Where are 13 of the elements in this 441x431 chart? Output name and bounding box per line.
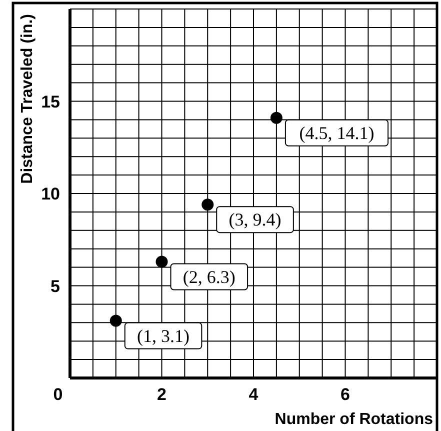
x-tick-label: 2 [157,385,166,404]
y-tick-label: 10 [41,184,60,204]
x-tick-label: 4 [248,385,259,404]
y-axis-title: Distance Traveled (in.) [19,14,36,184]
annotation: (4.5, 14.1) [299,122,374,143]
y-tick-label: 5 [50,276,60,296]
x-axis-title: Number of Rotations [274,411,434,428]
annotation: (3, 9.4) [228,210,282,230]
x-tick-label: 0 [53,385,63,404]
annotation: (2, 6.3) [182,266,236,287]
annotation: (1, 3.1) [137,326,190,346]
y-tick-label: 15 [41,92,60,112]
x-tick-label: 6 [340,385,350,404]
